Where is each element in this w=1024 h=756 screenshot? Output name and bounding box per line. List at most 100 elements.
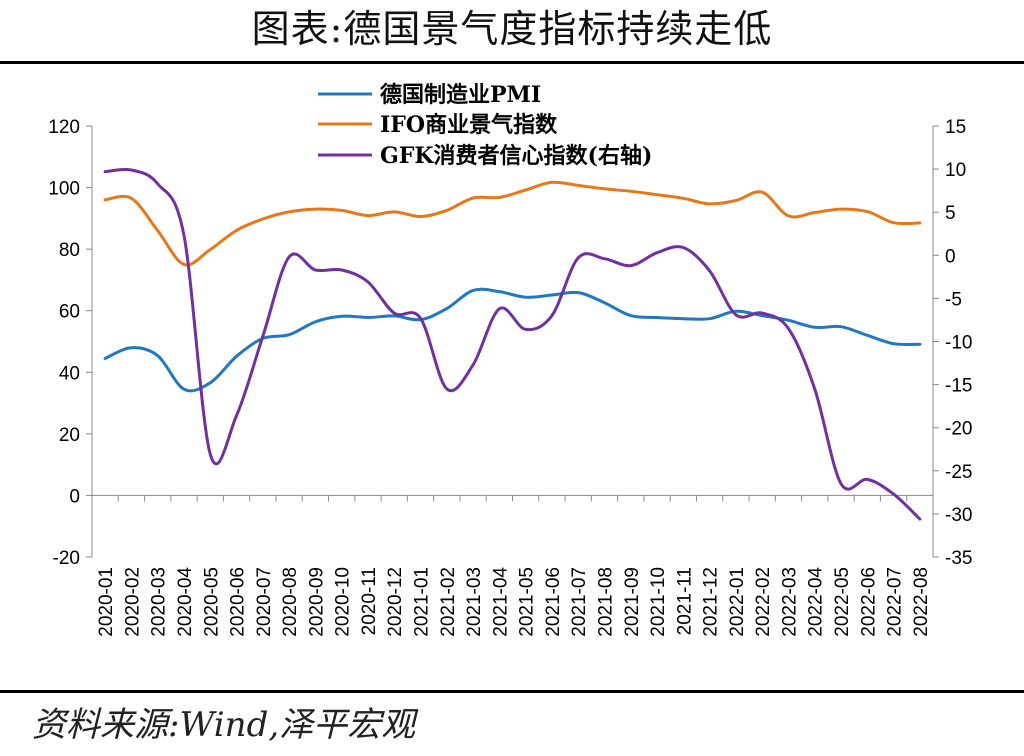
data-point-pmi — [129, 346, 133, 350]
data-point-gfk — [235, 414, 239, 418]
data-point-ifo — [892, 221, 896, 225]
data-point-ifo — [786, 214, 790, 218]
y-right-tick-label: 0 — [945, 246, 956, 267]
data-point-ifo — [208, 247, 212, 251]
data-point-pmi — [366, 315, 370, 319]
data-point-gfk — [655, 251, 659, 255]
x-tick-label: 2020-03 — [149, 567, 170, 637]
x-tick-label: 2021-10 — [648, 567, 669, 637]
y-right-tick-label: -20 — [945, 419, 972, 440]
data-point-gfk — [786, 327, 790, 331]
data-point-pmi — [708, 317, 712, 321]
data-point-gfk — [839, 482, 843, 486]
x-tick-label: 2020-11 — [359, 567, 380, 635]
data-point-pmi — [471, 288, 475, 292]
x-tick-label: 2021-12 — [701, 567, 722, 637]
x-tick-label: 2022-08 — [911, 567, 932, 637]
y-right-tick-label: -30 — [945, 505, 972, 526]
data-point-gfk — [471, 363, 475, 367]
data-point-ifo — [813, 211, 817, 215]
data-point-ifo — [366, 214, 370, 218]
x-tick-label: 2021-02 — [438, 567, 459, 637]
series-line-gfk — [103, 167, 922, 521]
data-point-pmi — [287, 333, 291, 337]
data-point-ifo — [734, 199, 738, 203]
data-point-ifo — [419, 215, 423, 219]
y-right-tick-label: -25 — [945, 462, 972, 483]
line-chart: -20 0 20 40 60 80 100 120 -35 -30 -25 -20 -15 -10 -5 0 5… — [48, 82, 972, 637]
x-tick-label: 2021-01 — [412, 567, 433, 637]
data-point-pmi — [602, 301, 606, 305]
x-tick-label: 2020-08 — [280, 567, 301, 637]
data-point-ifo — [445, 208, 449, 212]
legend-label-gfk: GFK消费者信心指数(右轴) — [380, 143, 652, 169]
y-left-tick-label: 80 — [59, 240, 80, 261]
y-left-tick-label: 20 — [59, 425, 80, 446]
legend-label-ifo: IFO商业景气指数 — [380, 112, 558, 138]
y-right-tick-label: 10 — [945, 160, 966, 181]
series-layer — [103, 167, 922, 521]
data-point-ifo — [576, 183, 580, 187]
data-point-gfk — [497, 307, 501, 311]
title-rule — [0, 61, 1024, 64]
legend-label-pmi: 德国制造业PMI — [380, 82, 541, 108]
data-point-pmi — [208, 381, 212, 385]
data-point-gfk — [576, 256, 580, 260]
x-tick-label: 2020-10 — [333, 567, 354, 637]
y-left-tick-label: 60 — [59, 302, 80, 323]
x-tick-label: 2022-07 — [885, 567, 906, 637]
series-line-ifo — [103, 180, 922, 267]
y-right-tick-label: -15 — [945, 376, 972, 397]
data-point-gfk — [156, 182, 160, 186]
source-rule — [0, 690, 1024, 693]
x-tick-label: 2020-07 — [254, 567, 275, 637]
x-tick-label: 2020-01 — [96, 567, 117, 637]
data-point-ifo — [918, 221, 922, 225]
x-tick-label: 2022-06 — [858, 567, 879, 637]
y-right-tick-label: 5 — [945, 203, 956, 224]
data-point-ifo — [261, 217, 265, 221]
data-point-pmi — [655, 315, 659, 319]
data-point-pmi — [156, 354, 160, 358]
data-point-pmi — [524, 295, 528, 299]
data-point-ifo — [287, 210, 291, 214]
y-right-tick-label: -35 — [945, 548, 972, 569]
data-point-ifo — [760, 190, 764, 194]
source-note: 资料来源:Wind,泽平宏观 — [32, 705, 416, 745]
data-point-gfk — [182, 233, 186, 237]
y-left-tick-label: -20 — [53, 548, 80, 569]
data-point-pmi — [681, 317, 685, 321]
data-point-ifo — [655, 193, 659, 197]
data-point-pmi — [892, 342, 896, 346]
data-point-ifo — [129, 196, 133, 200]
data-point-ifo — [865, 210, 869, 214]
x-tick-label: 2022-05 — [832, 567, 853, 637]
y-left-tick-label: 0 — [69, 486, 80, 507]
data-point-pmi — [865, 333, 869, 337]
data-point-gfk — [340, 268, 344, 272]
data-point-pmi — [497, 290, 501, 294]
y-right-tick-label: -5 — [945, 289, 962, 310]
data-point-pmi — [839, 325, 843, 329]
series-line-pmi — [103, 287, 922, 393]
data-point-ifo — [602, 187, 606, 191]
data-point-pmi — [550, 293, 554, 297]
data-point-ifo — [392, 210, 396, 214]
data-point-gfk — [524, 327, 528, 331]
x-tick-label: 2021-11 — [674, 567, 695, 635]
data-point-gfk — [865, 477, 869, 481]
y-left-tick-label: 100 — [48, 179, 80, 200]
x-tick-label: 2020-05 — [201, 567, 222, 637]
data-point-pmi — [918, 342, 922, 346]
x-tick-label: 2020-04 — [175, 567, 196, 637]
x-tick-label: 2020-02 — [122, 567, 143, 637]
x-tick-label: 2021-03 — [464, 567, 485, 637]
data-point-pmi — [813, 325, 817, 329]
data-point-gfk — [734, 313, 738, 317]
x-tick-label: 2022-03 — [779, 567, 800, 637]
data-point-gfk — [103, 170, 107, 174]
data-point-gfk — [129, 168, 133, 172]
x-tick-label: 2022-01 — [727, 567, 748, 637]
x-tick-label: 2022-02 — [753, 567, 774, 637]
data-point-ifo — [524, 188, 528, 192]
